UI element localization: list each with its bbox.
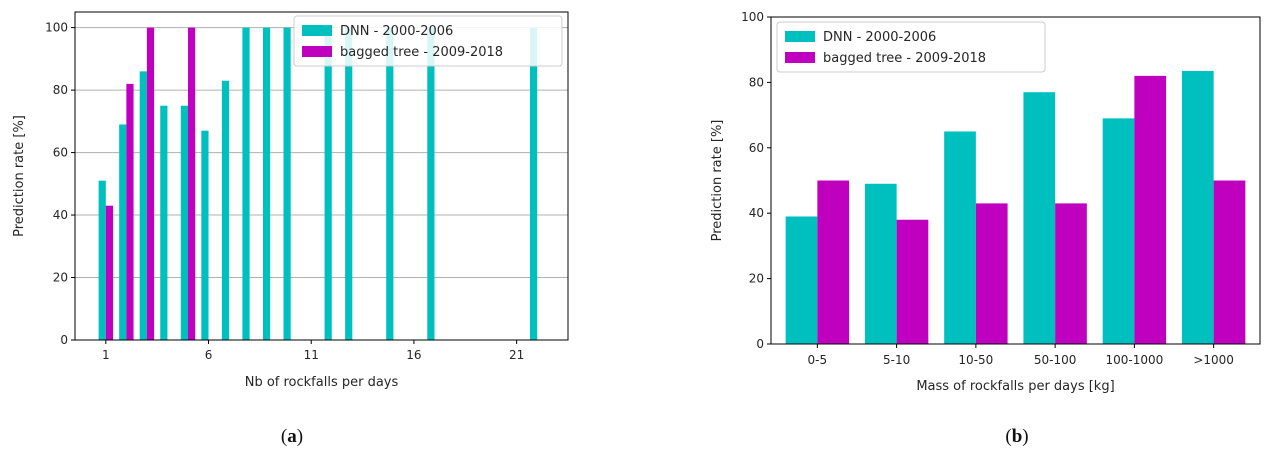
bar-dnn-0 [785,216,818,344]
y-tick-label-80: 80 [53,83,68,97]
y-tick-label-80: 80 [749,75,764,89]
bar-dnn-4 [1102,118,1135,345]
panel-label-close: ) [297,426,303,447]
y-tick-label-20: 20 [53,271,68,285]
bar-bagged-5 [1213,180,1246,344]
chart-b: 0 20 40 60 80 100 0-5 5-10 10-50 50-100 100-1000 >1… [710,10,1261,447]
bar-dnn-22 [529,27,538,340]
legend-swatch-0 [302,25,332,36]
x-tick-label-1: 5-10 [883,353,910,367]
panel-label-open: ( [1005,426,1011,447]
bar-dnn-17 [427,27,435,340]
legend-label-1: bagged tree - 2009-2018 [823,51,986,66]
bar-bagged-2 [975,203,1008,344]
y-tick-label-20: 20 [749,272,764,286]
y-tick-label-40: 40 [53,208,68,222]
y-tick-label-60: 60 [749,141,764,155]
x-tick-label-4: 100-1000 [1105,353,1163,367]
bar-bagged-3 [146,27,155,340]
bar-bagged-1 [105,205,114,340]
bar-dnn-10 [283,27,291,340]
y-tick-label-0: 0 [60,333,68,347]
legend-label-0: DNN - 2000-2006 [340,24,453,39]
bar-dnn-5 [180,105,188,340]
panel-label-letter: a [287,426,297,447]
bar-dnn-4 [160,105,168,340]
legend-label-0: DNN - 2000-2006 [823,30,936,45]
legend-swatch-1 [302,46,332,57]
x-axis-label: Nb of rockfalls per days [245,375,399,390]
y-tick-label-40: 40 [749,206,764,220]
x-tick-label-5: >1000 [1193,353,1234,367]
bar-bagged-3 [1055,203,1087,344]
bar-dnn-3 [1023,92,1056,345]
bar-bagged-5 [187,27,196,340]
y-tick-label-60: 60 [53,146,68,160]
legend-label-1: bagged tree - 2009-2018 [340,45,503,60]
bar-bagged-2 [126,83,134,340]
bar-dnn-13 [345,27,353,340]
y-axis-label: Prediction rate [%] [710,120,725,242]
plot-frame [74,11,569,341]
bar-dnn-12 [324,27,332,340]
x-tick-label-11: 11 [304,348,319,362]
x-tick-label-2: 10-50 [958,353,993,367]
x-tick-label-16: 16 [406,348,421,362]
bar-dnn-7 [221,80,230,340]
bar-dnn-8 [242,27,250,340]
bar-dnn-9 [262,27,271,340]
legend-swatch-1 [785,52,815,63]
x-tick-label-0: 0-5 [808,353,828,367]
x-tick-label-21: 21 [509,348,524,362]
x-axis-label: Mass of rockfalls per days [kg] [916,379,1114,394]
y-tick-label-0: 0 [756,337,764,351]
legend-swatch-0 [785,31,815,42]
bar-bagged-0 [817,180,850,344]
y-axis-label: Prediction rate [%] [12,115,27,237]
bar-dnn-5 [1181,70,1214,344]
panel-label: (a) [281,426,303,447]
x-tick-label-3: 50-100 [1034,353,1077,367]
bar-dnn-2 [944,131,976,344]
legend-box [293,15,563,67]
bar-dnn-1 [98,180,106,340]
panel-label-letter: b [1012,426,1023,447]
legend-box [776,21,1046,73]
bar-bagged-4 [1134,75,1167,345]
bar-dnn-1 [864,183,897,344]
bar-bagged-1 [896,219,929,344]
bar-dnn-15 [386,27,394,340]
bar-dnn-6 [201,130,209,340]
plot-frame [770,16,1261,345]
bar-dnn-2 [119,124,127,340]
panel-label: (b) [1005,426,1028,447]
x-tick-label-6: 6 [205,348,213,362]
panel-label-close: ) [1022,426,1028,447]
panel-label-open: ( [281,426,287,447]
y-tick-label-100: 100 [45,21,68,35]
x-tick-label-1: 1 [102,348,110,362]
y-tick-label-100: 100 [741,10,764,24]
bar-dnn-3 [139,71,147,340]
